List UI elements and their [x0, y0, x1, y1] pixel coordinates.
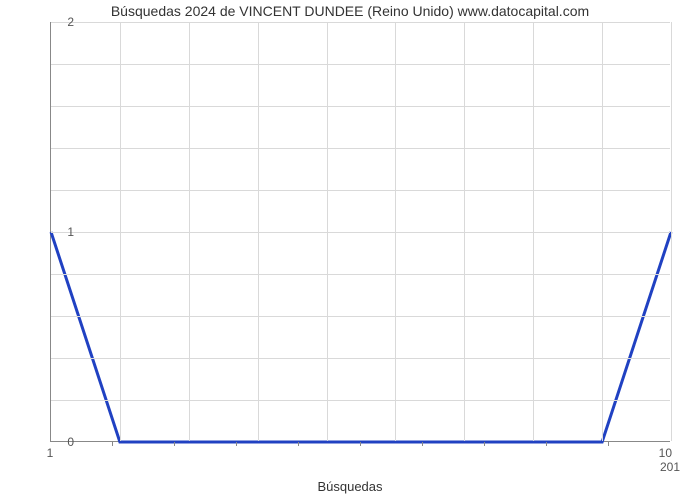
y-tick-label: 1	[54, 225, 74, 239]
plot-area	[50, 22, 670, 442]
x-tick-sublabel: 201	[660, 460, 680, 474]
x-tick-label: 1	[47, 446, 54, 460]
data-line	[51, 232, 671, 442]
x-tick-label: 10	[659, 446, 672, 460]
y-tick-label: 0	[54, 435, 74, 449]
y-tick-label: 2	[54, 15, 74, 29]
x-axis-label: Búsquedas	[0, 479, 700, 494]
chart-title: Búsquedas 2024 de VINCENT DUNDEE (Reino …	[0, 3, 700, 19]
chart-container: Búsquedas 2024 de VINCENT DUNDEE (Reino …	[0, 0, 700, 500]
